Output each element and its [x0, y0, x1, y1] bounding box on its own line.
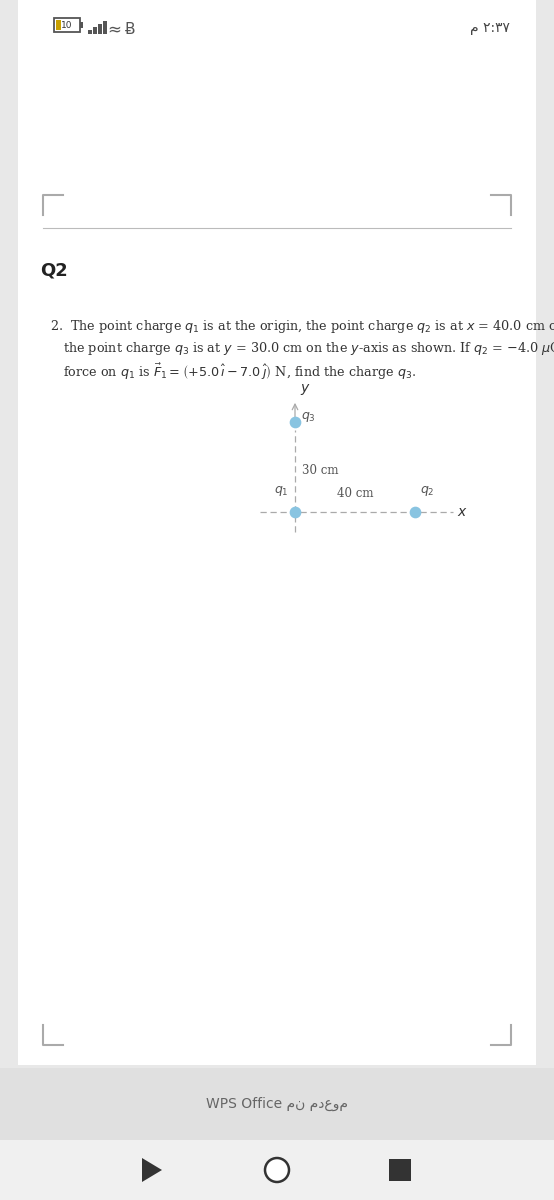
- Point: [290, 413, 299, 432]
- FancyBboxPatch shape: [18, 0, 536, 1066]
- Point: [290, 503, 299, 522]
- Bar: [0, 1068, 554, 1140]
- Text: 10: 10: [61, 20, 73, 30]
- Text: م ۲:۳۷: م ۲:۳۷: [470, 20, 510, 35]
- Text: force on $q_1$ is $\vec{F}_1 = \left(+5.0\,\hat{\imath} - 7.0\,\hat{\jmath}\righ: force on $q_1$ is $\vec{F}_1 = \left(+5.…: [63, 362, 416, 383]
- Text: ≈: ≈: [107, 20, 121, 38]
- Bar: [93, 26, 96, 34]
- Bar: [389, 1159, 411, 1181]
- Text: 40 cm: 40 cm: [337, 487, 373, 500]
- Bar: [98, 24, 101, 34]
- Bar: [88, 30, 91, 34]
- Text: Q2: Q2: [40, 262, 68, 280]
- Text: Ƀ: Ƀ: [125, 22, 135, 36]
- Text: 2.  The point charge $q_1$ is at the origin, the point charge $q_2$ is at $x$ = : 2. The point charge $q_1$ is at the orig…: [50, 318, 554, 335]
- Text: $q_1$: $q_1$: [274, 484, 289, 498]
- Text: $q_2$: $q_2$: [420, 484, 434, 498]
- Bar: [54, 18, 80, 32]
- Text: 30 cm: 30 cm: [302, 463, 338, 476]
- Polygon shape: [142, 1158, 162, 1182]
- Text: $y$: $y$: [300, 382, 311, 397]
- Text: WPS Office من مدعوم: WPS Office من مدعوم: [206, 1097, 348, 1111]
- Bar: [0, 1140, 554, 1200]
- Text: the point charge $q_3$ is at $y$ = 30.0 cm on the $y$-axis as shown. If $q_2$ = : the point charge $q_3$ is at $y$ = 30.0 …: [63, 340, 554, 358]
- Bar: [103, 20, 106, 34]
- Bar: [56, 20, 61, 30]
- Circle shape: [265, 1158, 289, 1182]
- Text: $x$: $x$: [457, 505, 468, 518]
- Point: [411, 503, 419, 522]
- Text: $q_3$: $q_3$: [301, 410, 316, 424]
- Bar: [80, 22, 83, 28]
